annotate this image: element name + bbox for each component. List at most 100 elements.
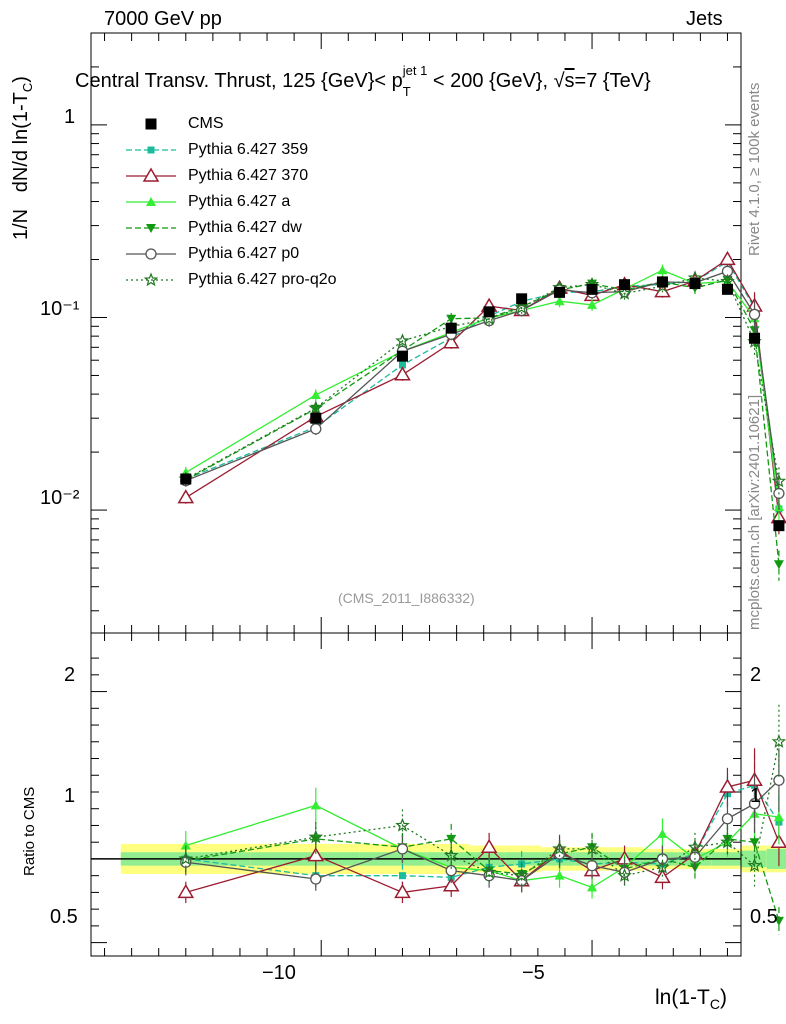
series-5-ratio-point-2: [395, 817, 410, 832]
series-3-point-11: [722, 275, 733, 285]
series-4-ratio-point-10: [689, 851, 701, 863]
cms-point-7: [586, 283, 598, 295]
series-4-point-1: [310, 423, 322, 435]
series-1-ratio-point-4: [480, 838, 498, 853]
x-axis-label: ln(1-TC): [655, 986, 727, 1013]
title-sqrt-s: s: [564, 70, 575, 92]
series-1-point-11: [719, 250, 736, 266]
cms-point-12: [749, 332, 761, 344]
x-tick-label-0: −10: [262, 962, 296, 984]
series-3-ratio-point-12: [749, 838, 760, 848]
series-4-ratio-point-3: [445, 864, 457, 877]
legend-label-370: Pythia 6.427 370: [188, 167, 309, 184]
series-5-ratio-point-12: [747, 857, 762, 872]
title-sup: jet 1: [402, 63, 428, 78]
series-5-point-5: [514, 299, 529, 314]
cms-point-13: [773, 520, 785, 532]
series-4-ratio-point-2: [396, 843, 409, 855]
series-4-ratio-point-11: [721, 813, 734, 825]
ratio-tick-label-2: 2: [64, 664, 76, 686]
title-middle: < 200 {GeV}, √: [427, 70, 565, 92]
series-0-ratio-line: [185, 784, 780, 878]
cms-point-3: [445, 322, 457, 334]
header-right: Jets: [686, 8, 723, 30]
series-4-ratio-point-1: [310, 873, 322, 885]
series-4-ratio-point-9: [656, 853, 669, 865]
legend-marker-5: [143, 272, 159, 287]
series-5-ratio-point-10: [687, 839, 703, 854]
legend-marker-1: [142, 167, 160, 182]
series-2-point-6: [554, 296, 565, 306]
ratio-tick-label-right-2: 2: [750, 664, 762, 686]
axis-ticks: [91, 32, 741, 956]
stat-band-13: [766, 848, 786, 869]
series-3-ratio-point-7: [587, 843, 598, 853]
series-2-ratio-point-6: [554, 870, 565, 880]
legend-label-dw: Pythia 6.427 dw: [188, 219, 302, 236]
series-2-ratio-point-1: [310, 800, 321, 810]
series-5-ratio-point-9: [655, 859, 670, 874]
y-axis-label: 1/N dN/d ln(1-TC): [10, 76, 35, 240]
y-tick-label-1: 10⁻¹: [40, 298, 80, 320]
legend-marker-4: [145, 248, 157, 260]
series-4-ratio-line: [185, 779, 780, 882]
series-1-line: [185, 258, 780, 518]
series-5-ratio-point-5: [514, 868, 529, 882]
rivet-label: Rivet 4.1.0, ≥ 100k events: [746, 82, 763, 256]
legend-markers: [126, 118, 176, 287]
title-suffix: =7 {TeV}: [574, 70, 651, 92]
cms-point-9: [656, 276, 668, 288]
series-4-line: [185, 270, 780, 494]
series-5-ratio-point-3: [443, 847, 459, 862]
series-5-ratio-point-4: [481, 864, 497, 879]
cms-point-5: [516, 293, 528, 305]
series-1-ratio-point-2: [394, 883, 411, 899]
series-1-ratio-point-3: [442, 877, 460, 892]
legend-marker-0: [147, 146, 155, 154]
legend-label-cms: CMS: [188, 115, 224, 132]
series-1-ratio-point-0: [177, 883, 195, 899]
series-1-point-3: [442, 334, 460, 349]
y-tick-label-2: 1: [64, 106, 76, 128]
series-5-line: [185, 277, 780, 482]
series-5-point-8: [617, 285, 632, 300]
y-tick-label-0: 10⁻²: [40, 487, 80, 509]
header-left: 7000 GeV pp: [104, 8, 222, 30]
series-5-point-1: [308, 400, 324, 415]
series-2-point-1: [310, 389, 321, 399]
series-1-ratio-line: [185, 779, 780, 894]
ratio-y-label: Ratio to CMS: [21, 786, 38, 876]
series-5-ratio-point-13: [771, 734, 786, 748]
legend-label-359: Pythia 6.427 359: [188, 141, 309, 158]
series-5-ratio-line: [185, 741, 780, 877]
legend-label-a: Pythia 6.427 a: [188, 193, 291, 210]
series-2-ratio-point-13: [773, 812, 784, 822]
series-5-ratio-point-6: [552, 841, 567, 856]
series-2-point-9: [657, 265, 668, 275]
series-1-point-2: [394, 366, 411, 381]
stat-band-12: [741, 850, 767, 868]
legend-marker-cms: [145, 118, 157, 130]
mcplots-label: mcplots.cern.ch [arXiv:2401.10621]: [746, 394, 763, 630]
series-5-ratio-point-0: [178, 851, 194, 866]
ratio-tick-label-0: 0.5: [50, 906, 78, 928]
plot-frames: [90, 32, 742, 957]
series-2-line: [185, 269, 780, 508]
cms-point-1: [310, 412, 322, 424]
ratio-panel-series: [177, 704, 786, 935]
series-5-ratio-point-11: [720, 834, 735, 849]
title-sub: T: [402, 84, 411, 99]
cms-point-0: [180, 473, 192, 485]
series-1-ratio-point-1: [307, 847, 325, 862]
series-3-ratio-line: [185, 838, 780, 922]
cms-point-6: [554, 286, 566, 298]
title-prefix: Central Transv. Thrust, 125 {GeV}< p: [75, 70, 403, 92]
cms-point-8: [619, 279, 631, 291]
cms-point-2: [396, 350, 408, 362]
series-5-point-13: [771, 473, 786, 488]
series-0-ratio-point-2: [398, 872, 406, 880]
series-2-ratio-point-0: [180, 840, 191, 850]
series-2-point-7: [587, 299, 598, 309]
